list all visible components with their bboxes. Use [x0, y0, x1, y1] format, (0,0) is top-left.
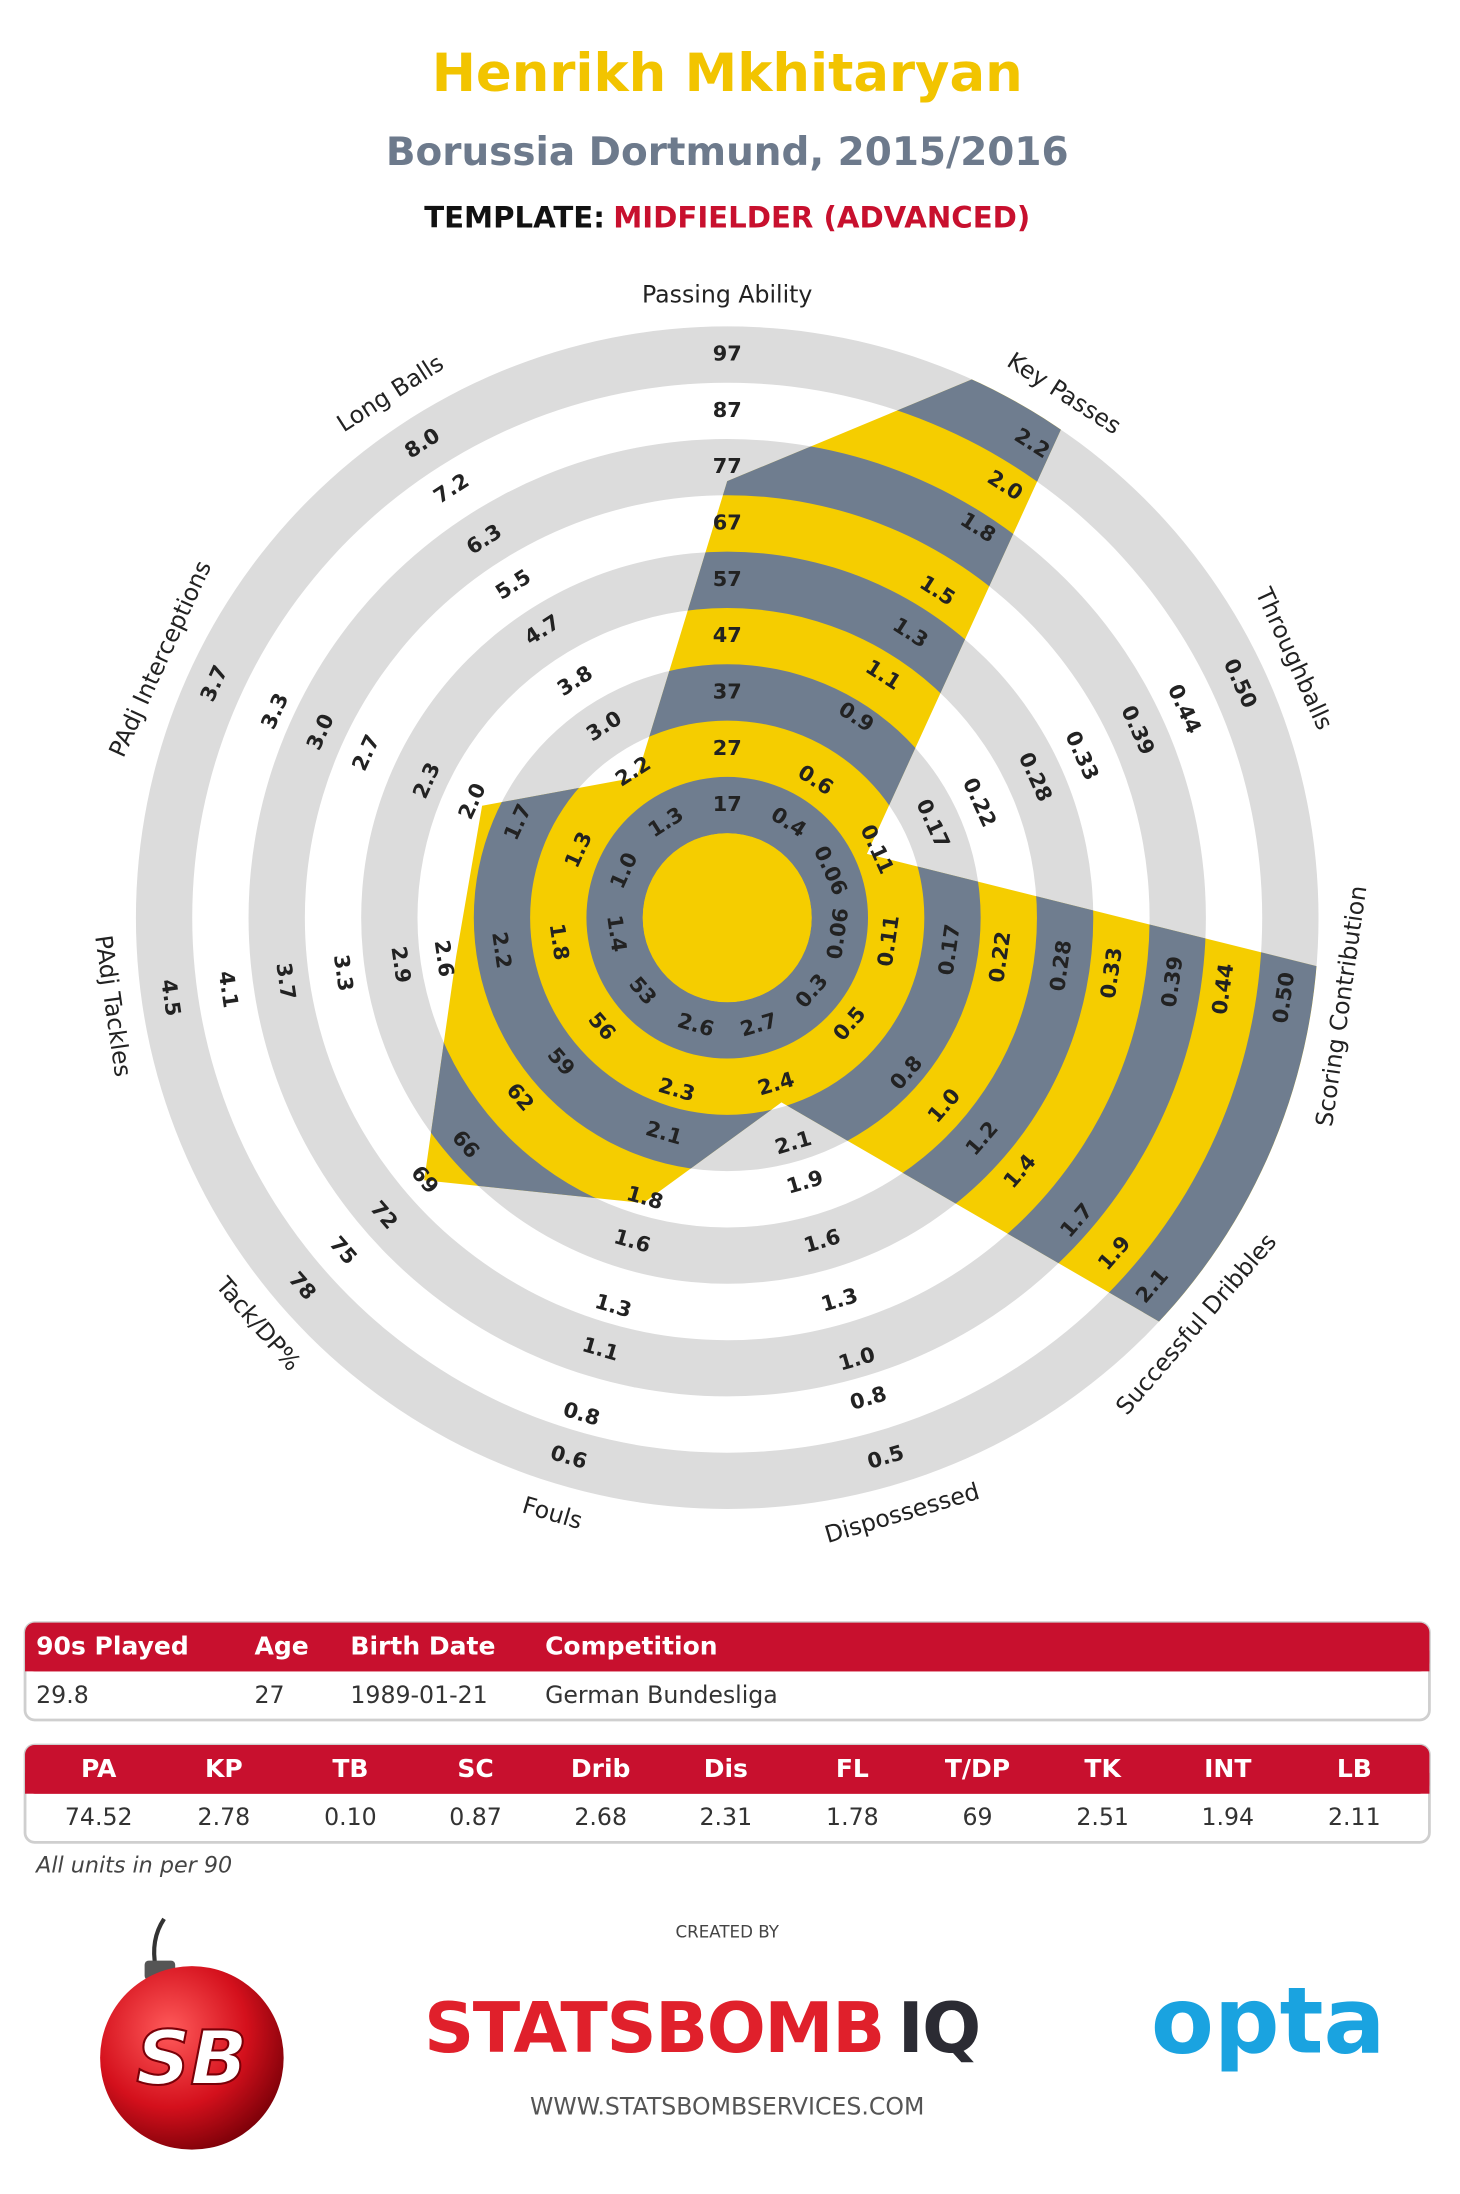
tick-label: 3.7: [271, 961, 300, 1001]
table-cell: 1.78: [826, 1803, 879, 1831]
column-header: LB: [1337, 1754, 1372, 1783]
bands: [424, 326, 1319, 1382]
table-cell: 29.8: [36, 1681, 89, 1709]
table-cell: 1.94: [1201, 1803, 1254, 1831]
column-header: Dis: [704, 1754, 748, 1783]
logo-text: SB: [136, 2014, 247, 2102]
table-cell: 74.52: [65, 1803, 133, 1831]
center-disk: [642, 833, 812, 1003]
tick-label: 77: [713, 454, 742, 478]
brand-name: STATSBOMB: [424, 1988, 884, 2069]
table-cell: 2.51: [1076, 1803, 1129, 1831]
table-cell: 69: [962, 1803, 992, 1831]
column-header: INT: [1204, 1754, 1251, 1783]
column-header: Age: [254, 1632, 308, 1661]
table-cell: 1989-01-21: [350, 1681, 487, 1709]
tick-label: 57: [713, 567, 742, 591]
units-note: All units in per 90: [34, 1853, 232, 1879]
column-header: PA: [81, 1754, 117, 1783]
sb-logo: SB: [100, 1917, 284, 2150]
tick-label: 27: [713, 736, 742, 760]
partner-logo: opta: [1151, 1968, 1386, 2075]
radar-area: [424, 326, 1319, 1382]
column-header: SC: [457, 1754, 493, 1783]
column-header: Birth Date: [350, 1632, 495, 1661]
template-label: TEMPLATE:: [424, 201, 605, 235]
tick-label: 3.3: [329, 953, 358, 993]
table-header-bg: [25, 1650, 1430, 1672]
column-header: T/DP: [945, 1754, 1010, 1783]
tick-label: 1.4: [602, 914, 631, 954]
tick-label: 47: [713, 623, 742, 647]
created-by: CREATED BY: [676, 1922, 780, 1941]
axis-label: Fouls: [519, 1491, 585, 1535]
tick-label: 5.5: [491, 564, 535, 604]
template-line: TEMPLATE: MIDFIELDER (ADVANCED): [424, 201, 1030, 235]
tick-label: 0.8: [847, 1381, 889, 1414]
tick-label: 87: [713, 398, 742, 422]
tick-label: 3.8: [553, 661, 597, 701]
tick-label: 17: [713, 792, 742, 816]
column-header: Competition: [545, 1632, 718, 1661]
tick-label: 75: [325, 1232, 362, 1270]
tick-label: 2.9: [386, 945, 415, 985]
fuse: [152, 1917, 166, 1968]
axis-label: Passing Ability: [642, 280, 812, 308]
tick-label: 67: [713, 511, 742, 535]
tick-label: 1.8: [545, 922, 574, 962]
table-cell: 0.87: [449, 1803, 502, 1831]
title: Henrikh Mkhitaryan: [432, 43, 1023, 104]
tick-label: 2.2: [487, 930, 516, 970]
table-cell: 0.10: [324, 1803, 377, 1831]
ball: [100, 1966, 284, 2150]
column-header: FL: [836, 1754, 869, 1783]
table-cell: 2.68: [574, 1803, 627, 1831]
tick-label: 2.6: [430, 938, 459, 978]
tick-label: 7.2: [429, 468, 473, 508]
tick-label: 0.8: [560, 1397, 602, 1430]
column-header: TK: [1084, 1754, 1122, 1783]
band: [586, 776, 869, 1059]
column-header: TB: [332, 1754, 368, 1783]
table-header-bg: [25, 1772, 1430, 1794]
column-header: Drib: [571, 1754, 631, 1783]
tick-label: 0.44: [1163, 681, 1206, 738]
tick-label: 0.22: [958, 774, 1001, 831]
table-cell: 2.78: [198, 1803, 251, 1831]
table-cell: 2.11: [1328, 1803, 1381, 1831]
subtitle: Borussia Dortmund, 2015/2016: [386, 130, 1069, 175]
tick-label: 37: [713, 679, 742, 703]
column-header: 90s Played: [36, 1632, 189, 1661]
table-cell: German Bundesliga: [545, 1681, 778, 1709]
brand-suffix: IQ: [898, 1988, 980, 2069]
brand: STATSBOMB IQ: [424, 1988, 980, 2069]
tick-label: 2.7: [347, 731, 384, 775]
table-cell: 2.31: [700, 1803, 753, 1831]
axis-label: Scoring Contribution: [1310, 884, 1372, 1128]
column-header: KP: [205, 1754, 243, 1783]
tick-label: 4.1: [214, 969, 243, 1009]
tick-label: 3.3: [256, 689, 293, 733]
template-value: MIDFIELDER (ADVANCED): [613, 201, 1030, 235]
tick-label: 4.5: [156, 978, 185, 1018]
axis-label: PAdj Tackles: [89, 933, 137, 1078]
table-cell: 27: [254, 1681, 284, 1709]
tick-label: 0.33: [1060, 727, 1103, 784]
tick-label: 1.9: [784, 1165, 826, 1198]
url: WWW.STATSBOMBSERVICES.COM: [530, 2092, 924, 2120]
tables: 90s Played Age Birth Date Competition 29.8 27…: [23, 1621, 1431, 1844]
tick-label: 1.3: [818, 1283, 860, 1316]
tick-label: 1.3: [592, 1289, 634, 1322]
tick-label: 97: [713, 342, 742, 366]
